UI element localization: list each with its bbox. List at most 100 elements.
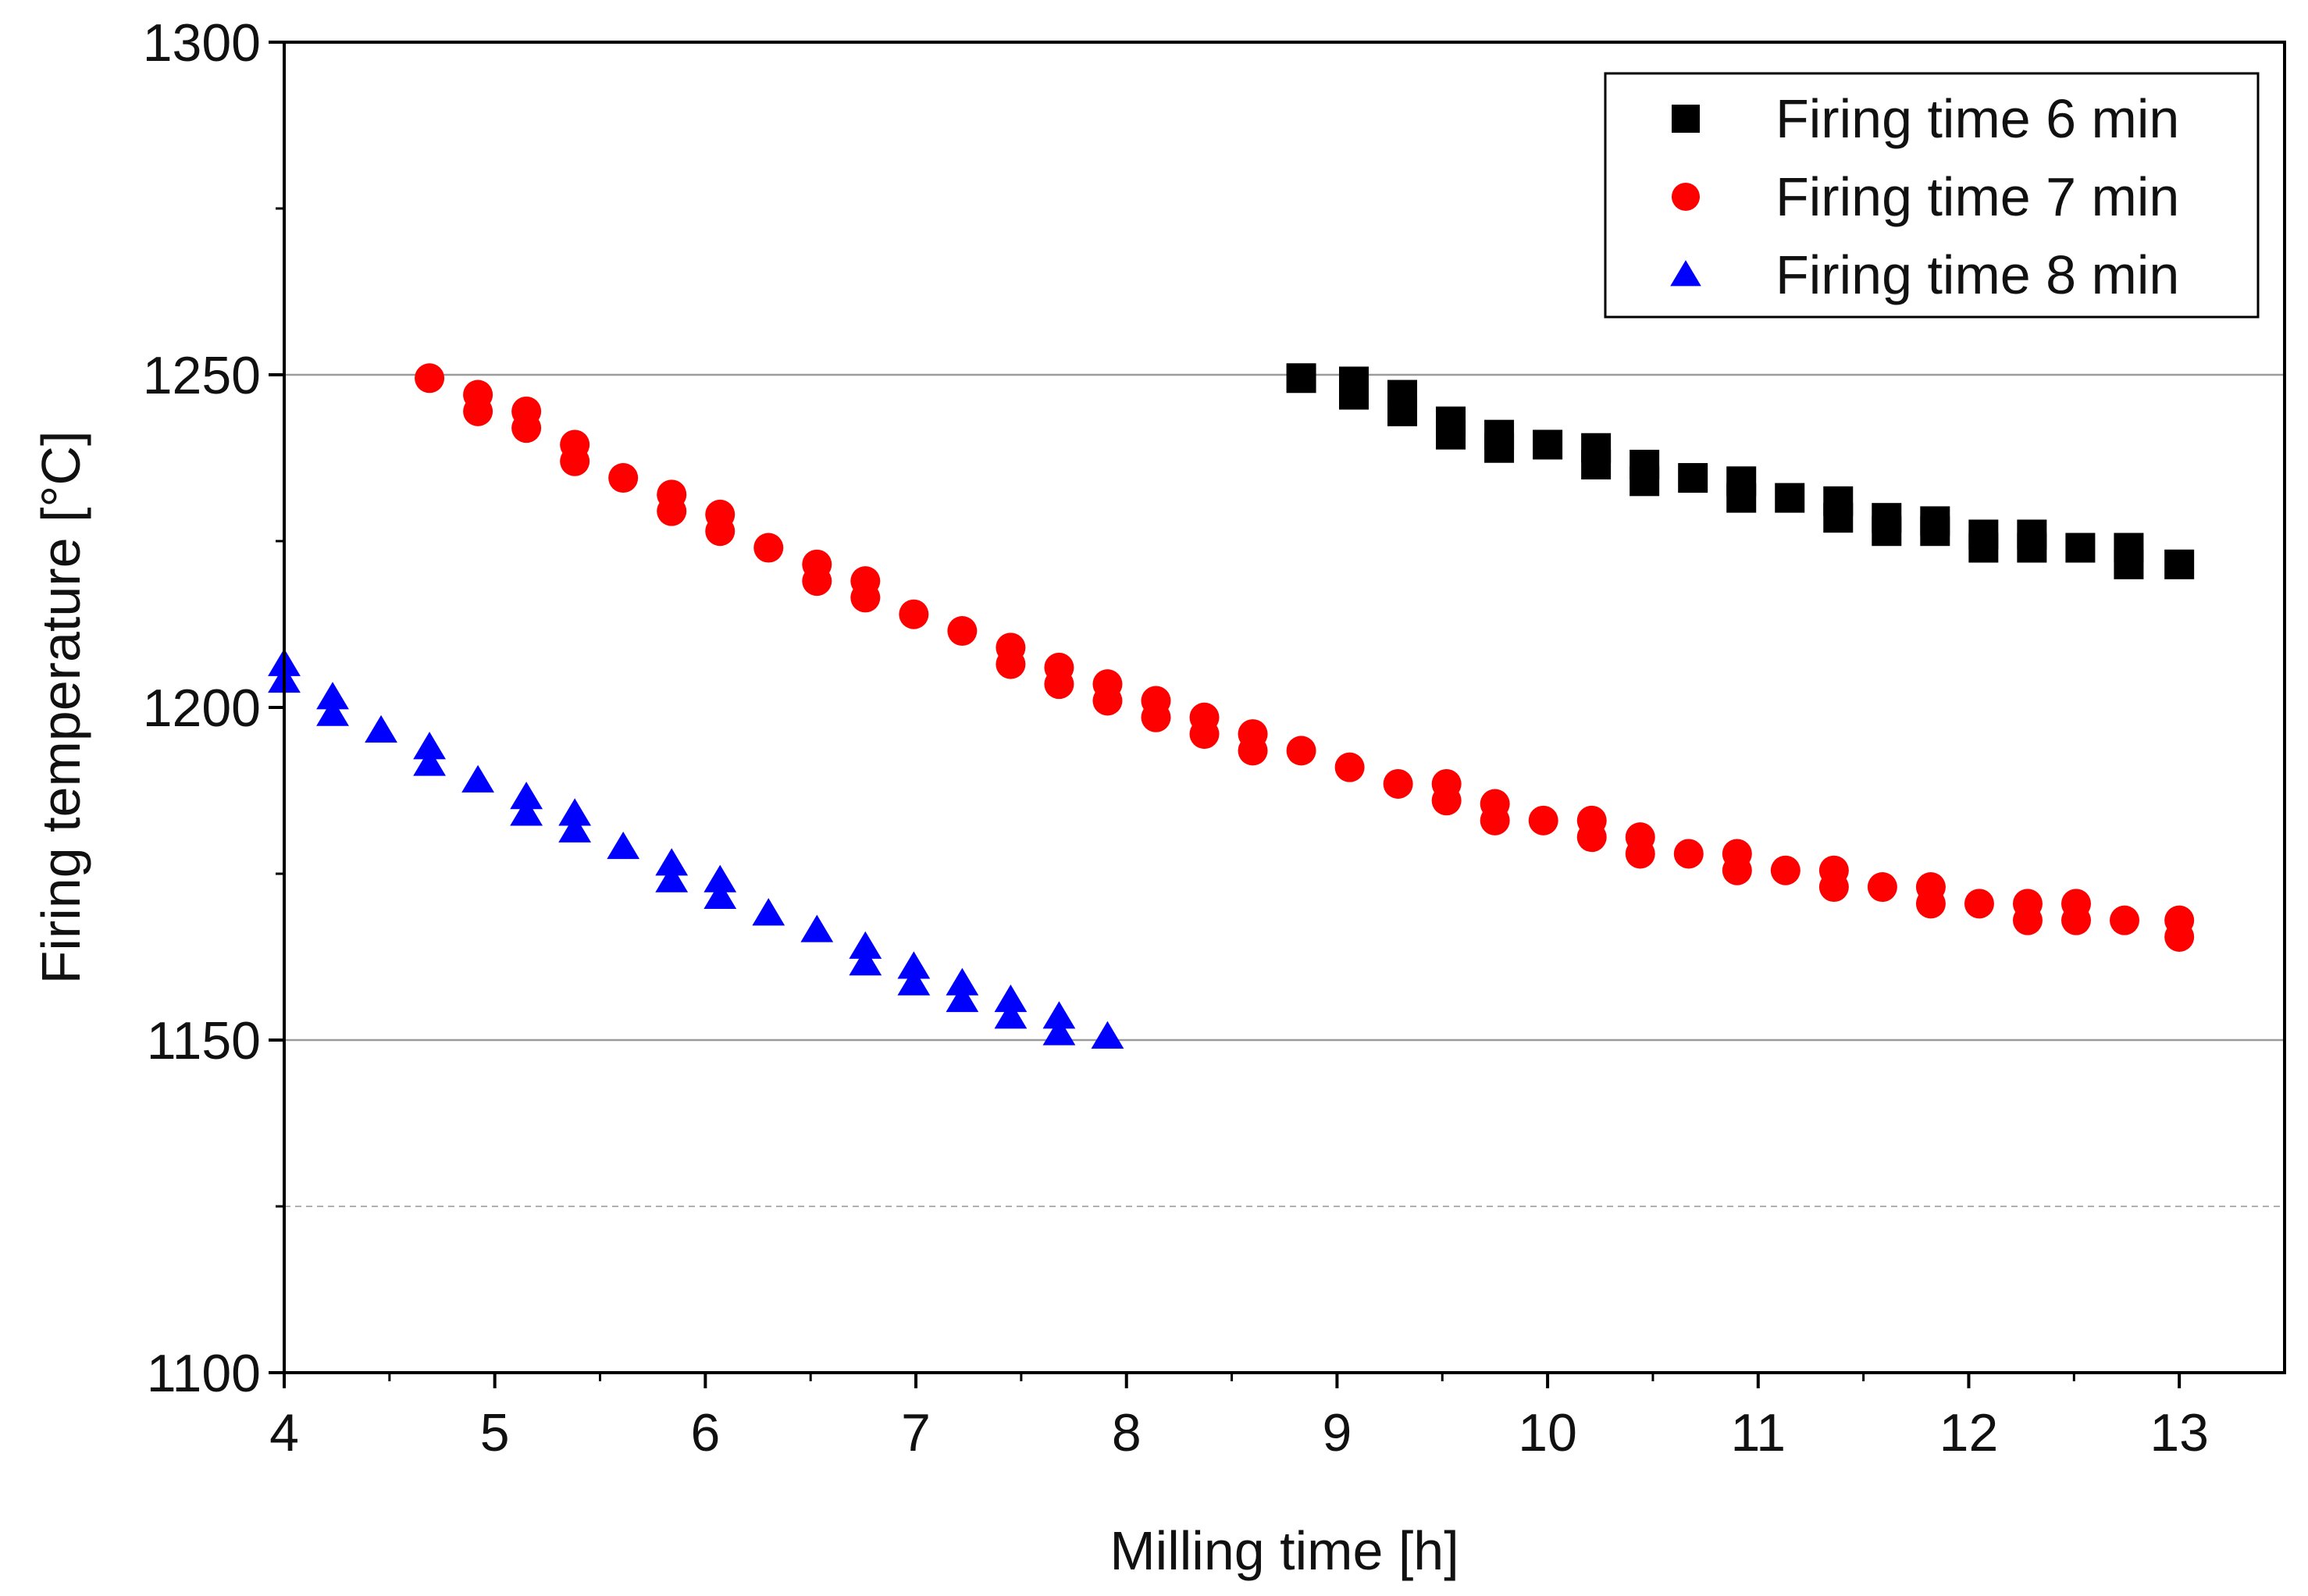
data-point-circle [1141, 702, 1171, 732]
data-point-circle [753, 533, 784, 563]
y-tick-label-1150: 1150 [147, 1011, 261, 1071]
y-tick-label-1100: 1100 [147, 1344, 261, 1403]
data-point-triangle [800, 914, 834, 942]
data-point-circle [1092, 686, 1123, 716]
data-point-triangle [703, 881, 737, 910]
x-tick-label-4: 4 [269, 1403, 299, 1462]
data-point-triangle [897, 967, 931, 996]
data-point-triangle [558, 798, 592, 826]
data-point-triangle [1091, 1021, 1124, 1049]
x-tick-label-8: 8 [1112, 1403, 1142, 1462]
data-point-circle [2110, 905, 2140, 935]
legend-label-2: Firing time 7 min [1776, 166, 2179, 227]
legend-marker-square [1672, 105, 1700, 133]
data-point-triangle [461, 764, 495, 793]
data-point-circle [1286, 736, 1316, 766]
data-point-triangle [607, 831, 640, 860]
data-point-triangle [316, 698, 349, 726]
data-point-triangle [655, 848, 689, 876]
x-tick-label-6: 6 [690, 1403, 720, 1462]
data-point-circle [1964, 889, 1994, 919]
data-point-triangle [946, 984, 979, 1013]
data-point-triangle [849, 931, 882, 959]
data-point-circle [463, 396, 493, 426]
grid-layer [284, 373, 2285, 1207]
x-tick-label-11: 11 [1730, 1403, 1786, 1462]
x-tick-label-5: 5 [480, 1403, 510, 1462]
data-point-circle [1770, 855, 1800, 885]
legend-items: Firing time 6 min Firing time 7 min Firing… [1670, 88, 2179, 305]
data-point-square [1775, 483, 1805, 513]
data-point-circle [1915, 889, 1946, 919]
data-point-square [1823, 503, 1854, 533]
data-point-square [1286, 363, 1316, 394]
legend-marker-circle [1672, 183, 1700, 211]
data-point-triangle [558, 814, 592, 843]
x-tick-label-7: 7 [901, 1403, 931, 1462]
series-2 [415, 363, 2195, 952]
data-point-triangle [365, 714, 397, 743]
data-point-circle [802, 566, 832, 597]
data-point-circle [1044, 669, 1074, 700]
data-point-circle [2061, 905, 2092, 935]
data-point-circle [2164, 921, 2195, 952]
data-point-square [2164, 549, 2195, 579]
data-point-circle [1722, 855, 1752, 885]
data-point-circle [1673, 839, 1704, 869]
plot-marks [268, 363, 2195, 1049]
data-point-square [1968, 533, 1999, 563]
data-point-triangle [510, 798, 543, 826]
data-point-triangle [849, 948, 882, 976]
data-point-circle [947, 616, 978, 647]
data-point-square [1872, 516, 1902, 547]
data-point-triangle [1042, 1017, 1076, 1046]
data-point-square [1338, 379, 1369, 410]
x-axis-title: Milling time [h] [1109, 1520, 1459, 1581]
data-point-square [1678, 463, 1708, 493]
data-point-square [1629, 466, 1660, 497]
legend-label-1: Firing time 6 min [1776, 88, 2179, 149]
data-point-square [2017, 533, 2047, 563]
data-point-square [1387, 396, 1418, 426]
legend: Firing time 6 min Firing time 7 min Firing… [1604, 72, 2260, 319]
y-tick-label-1300: 1300 [143, 13, 261, 73]
data-point-square [1920, 516, 1950, 547]
data-point-square [1726, 483, 1757, 513]
data-point-triangle [897, 951, 931, 979]
legend-marker-triangle [1670, 260, 1701, 287]
data-point-triangle [655, 864, 689, 892]
data-point-square [1436, 419, 1466, 450]
data-point-triangle [510, 782, 543, 810]
data-point-square [2114, 549, 2144, 579]
series-1 [1286, 363, 2195, 579]
data-point-square [1484, 433, 1515, 463]
data-point-circle [1383, 768, 1413, 799]
data-point-circle [850, 582, 881, 613]
legend-box [1604, 72, 2260, 319]
data-point-circle [657, 496, 687, 526]
data-point-circle [996, 649, 1026, 679]
data-point-triangle [994, 984, 1028, 1013]
data-point-triangle [1042, 1001, 1076, 1029]
x-tick-label-12: 12 [1939, 1403, 1999, 1462]
data-point-circle [899, 599, 929, 629]
y-tick-label-1250: 1250 [143, 346, 261, 405]
data-point-circle [415, 363, 445, 394]
data-point-circle [608, 463, 639, 493]
legend-label-3: Firing time 8 min [1776, 244, 2179, 305]
data-point-circle [1431, 786, 1462, 816]
data-point-circle [1576, 822, 1607, 853]
data-point-triangle [994, 1001, 1028, 1029]
data-point-triangle [946, 967, 979, 996]
data-point-triangle [703, 864, 737, 892]
data-point-square [1581, 450, 1612, 480]
data-point-circle [1625, 839, 1655, 869]
data-point-circle [1238, 736, 1268, 766]
series-3 [268, 648, 1124, 1049]
data-point-square [1533, 429, 1563, 460]
data-point-triangle [413, 748, 446, 776]
data-point-triangle [316, 682, 349, 710]
x-tick-label-13: 13 [2150, 1403, 2209, 1462]
x-tick-label-10: 10 [1518, 1403, 1577, 1462]
